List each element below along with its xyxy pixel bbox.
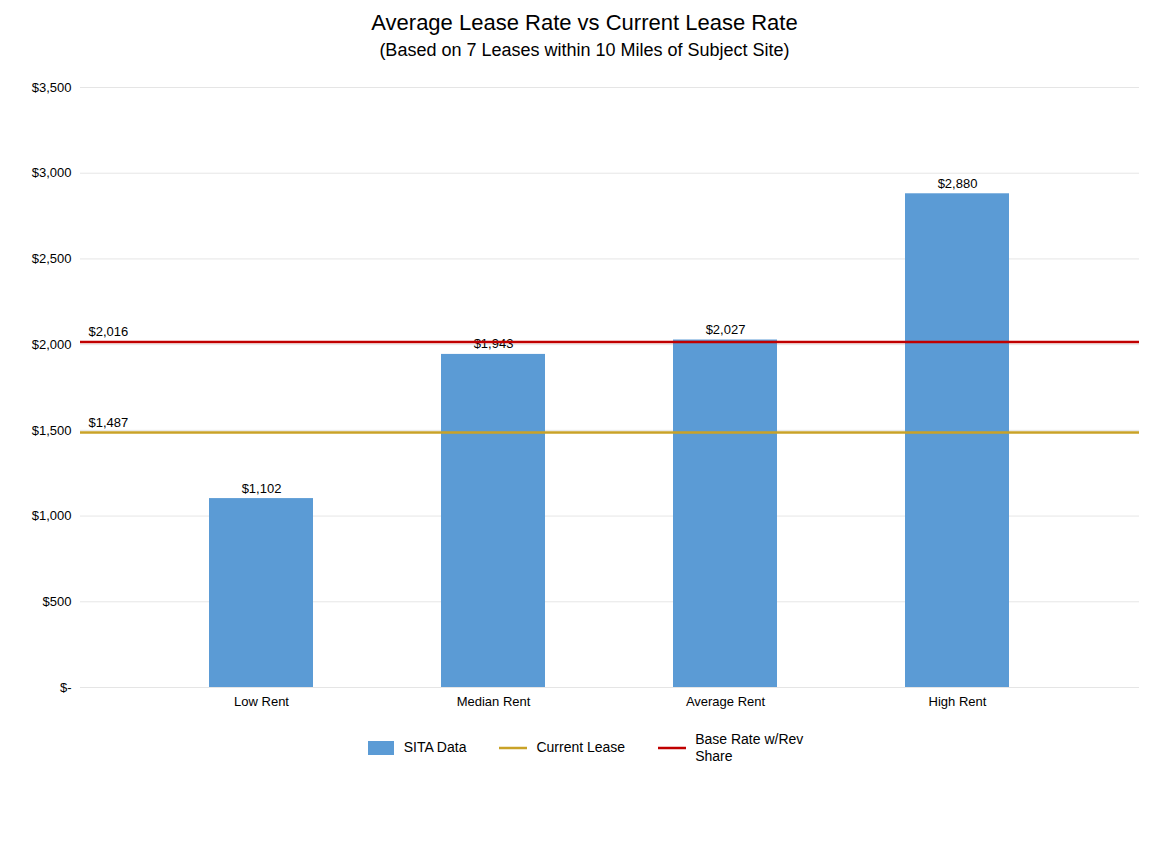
svg-text:Median Rent: Median Rent [457,694,531,709]
html-text:(Based on 7 Leases within 10 M: (Based on 7 Leases within 10 Miles of Su… [379,40,790,60]
svg-text:Average Rent: Average Rent [686,694,766,709]
svg-text:$-: $- [60,680,72,695]
svg-text:$1,102: $1,102 [242,481,282,496]
svg-text:$1,943: $1,943 [474,336,514,351]
svg-text:$2,000: $2,000 [32,337,72,352]
svg-text:$2,016: $2,016 [89,324,129,339]
svg-text:$2,027: $2,027 [706,322,746,337]
svg-text:$2,880: $2,880 [938,176,978,191]
svg-text:Low Rent: Low Rent [234,694,289,709]
html-text:SITA Data: SITA Data [403,739,467,756]
svg-text:High Rent: High Rent [929,694,987,709]
html-text:Base Rate w/Rev Share: Base Rate w/Rev Share [695,731,804,764]
svg-text:$500: $500 [43,594,72,609]
html-text:Average Lease Rate vs Current: Average Lease Rate vs Current Lease Rate [371,10,798,35]
html-text:Current Lease: Current Lease [536,739,626,756]
svg-text:$3,500: $3,500 [32,80,72,95]
svg-text:$1,500: $1,500 [32,423,72,438]
svg-text:$3,000: $3,000 [32,165,72,180]
svg-text:$1,000: $1,000 [32,508,72,523]
svg-text:$1,487: $1,487 [89,415,129,430]
svg-text:$2,500: $2,500 [32,251,72,266]
